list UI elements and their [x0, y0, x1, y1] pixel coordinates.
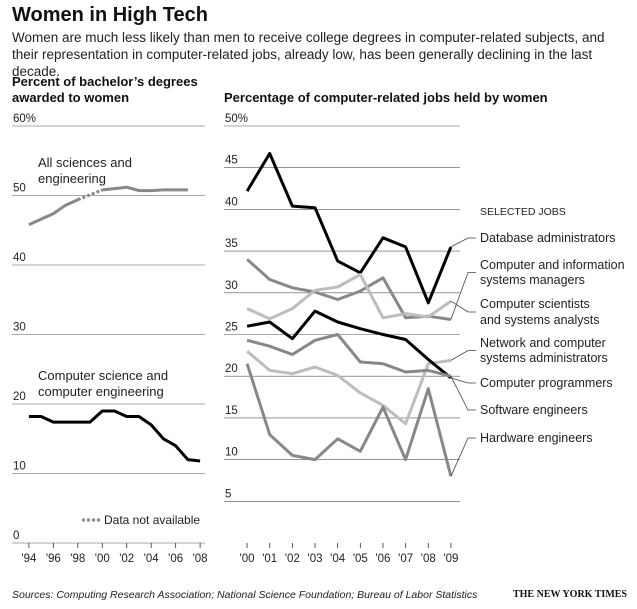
x-tick-label: '05	[353, 553, 368, 565]
chart-subtitle: Women are much less likely than men to r…	[12, 30, 605, 79]
legend-title: SELECTED JOBS	[480, 206, 566, 218]
x-tick-label: '02	[119, 553, 134, 565]
series-line-computer-and-information-systems-managers	[246, 258, 452, 321]
series-line-computer-scientists-and-systems-analysts	[246, 273, 452, 321]
x-tick-label: '07	[398, 553, 413, 565]
y-tick-label: 30	[13, 322, 26, 334]
series-label-computer-science: Computer science and	[38, 368, 168, 383]
right-panel-title: Percentage of computer-related jobs held…	[224, 90, 548, 105]
series-label-software-engineers: Software engineers	[480, 403, 588, 417]
series-line-network-and-computer-systems-administrators	[246, 350, 452, 426]
series-label-computer-scientists-and-systems-analysts: Computer scientists	[480, 297, 590, 311]
x-tick-label: '08	[421, 553, 436, 565]
series-line-computer-science-and-computer-engineering	[28, 409, 201, 463]
y-tick-label: 20	[225, 363, 238, 375]
series-label-computer-programmers: Computer programmers	[480, 376, 613, 390]
leader-line-software-engineers	[450, 376, 476, 411]
series-label-computer-scientists-and-systems-analysts: and systems analysts	[480, 313, 600, 327]
y-tick-label: 25	[225, 322, 238, 334]
x-tick-label: '01	[262, 553, 277, 565]
leader-line-computer-programmers	[450, 377, 476, 384]
y-tick-label: 40	[225, 196, 238, 208]
y-tick-label: 0	[13, 530, 19, 542]
y-tick-label: 40	[13, 252, 26, 264]
leader-line-hardware-engineers	[450, 437, 476, 477]
series-line-all-sciences-and-engineering	[102, 185, 188, 193]
right-panel: 5 10 15 20 25 30 35 40 45 50% '00 '01 '02 '03 '04 '05 '0…	[224, 113, 625, 565]
series-label-computer-and-information-systems-managers: systems managers	[480, 273, 585, 287]
leader-line-network-and-computer-systems-administrators	[450, 350, 476, 361]
series-line-hardware-engineers	[245, 363, 453, 477]
y-tick-label: 60%	[13, 113, 36, 125]
series-label-computer-and-information-systems-managers: Computer and information	[480, 258, 625, 272]
left-panel-title: Percent of bachelor’s degrees awarded to…	[12, 74, 198, 105]
y-tick-label: 45	[225, 155, 238, 167]
series-label-computer-science: computer engineering	[38, 384, 164, 399]
left-panel: 0 10 20 30 40 50 60% '94 '96 '98 '00 '02 '04 '06 '08 Al…	[12, 113, 208, 565]
series-label-hardware-engineers: Hardware engineers	[480, 431, 593, 445]
x-tick-label: '09	[443, 553, 458, 565]
x-tick-label: '96	[46, 553, 61, 565]
x-tick-label: '08	[193, 553, 208, 565]
y-tick-label: 30	[225, 280, 238, 292]
series-line-software-engineers	[246, 333, 452, 378]
leader-line-database-administrators	[450, 237, 476, 248]
x-tick-label: '94	[21, 553, 37, 565]
leader-line-computer-and-information-systems-managers	[450, 272, 476, 320]
x-tick-label: '04	[144, 553, 160, 565]
y-tick-label: 35	[225, 238, 238, 250]
y-tick-label: 50%	[225, 113, 248, 125]
y-tick-label: 20	[13, 391, 26, 403]
series-label-all-sciences: All sciences and	[38, 155, 132, 170]
x-tick-label: '04	[330, 553, 346, 565]
x-tick-label: '03	[308, 553, 323, 565]
x-tick-label: '00	[240, 553, 255, 565]
credit-logo: THE NEW YORK TIMES	[512, 589, 627, 600]
series-line-all-sciences-and-engineering	[28, 198, 79, 227]
series-line-database-administrators	[245, 152, 453, 305]
y-tick-label: 10	[13, 461, 26, 473]
x-tick-label: '06	[168, 553, 183, 565]
y-tick-label: 50	[13, 183, 26, 195]
y-tick-label: 10	[225, 447, 238, 459]
series-label-network-and-computer-systems-administrators: systems administrators	[480, 351, 608, 365]
sources-note: Sources: Computing Research Association;…	[12, 589, 478, 601]
series-gap-all-sciences-and-engineering	[77, 188, 103, 202]
legend-label: Data not available	[104, 513, 200, 527]
chart-title: Women in High Tech	[12, 4, 208, 26]
series-line-computer-programmers	[246, 309, 452, 380]
x-tick-label: '98	[70, 553, 85, 565]
leader-line-computer-scientists-and-systems-analysts	[450, 300, 476, 313]
x-tick-label: '00	[95, 553, 110, 565]
series-label-all-sciences: engineering	[38, 171, 106, 186]
y-tick-label: 15	[225, 405, 238, 417]
series-label-database-administrators: Database administrators	[480, 231, 615, 245]
y-tick-label: 5	[225, 488, 231, 500]
x-tick-label: '06	[375, 553, 390, 565]
series-label-network-and-computer-systems-administrators: Network and computer	[480, 336, 606, 350]
x-tick-label: '02	[285, 553, 300, 565]
